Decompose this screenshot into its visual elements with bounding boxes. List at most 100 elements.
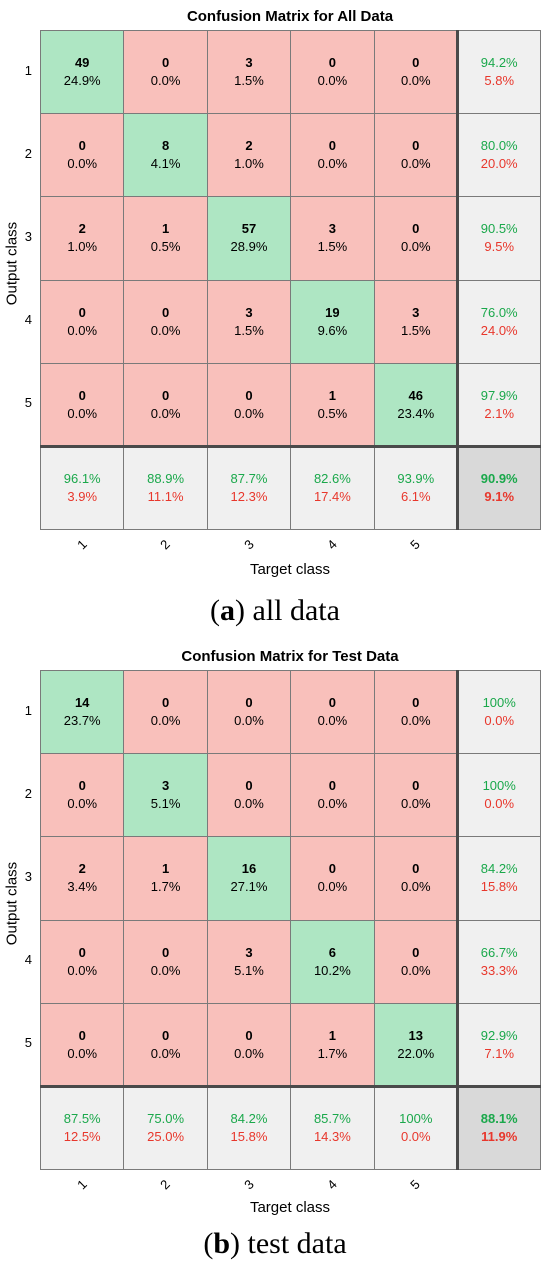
cell-percent: 1.7%	[150, 879, 181, 895]
cell-count: 0	[161, 1027, 170, 1043]
y-tick-label: 1	[24, 702, 32, 718]
x-tick-label: 4	[324, 536, 340, 553]
matrix-cell: 0 0.0%	[206, 362, 292, 447]
matrix-cell: 3 1.5%	[290, 196, 375, 281]
cell-percent: 0.0%	[67, 156, 98, 172]
matrix-cell: 1 0.5%	[290, 362, 375, 447]
row-error: 0.0%	[484, 796, 515, 812]
matrix-cell: 0 0.0%	[206, 670, 292, 755]
cell-percent: 0.0%	[234, 1045, 264, 1061]
row-accuracy: 84.2%	[480, 861, 518, 877]
y-tick-label: 2	[24, 785, 32, 801]
cell-percent: 4.1%	[150, 156, 181, 172]
y-tick-label: 3	[24, 869, 32, 884]
y-tick-label: 5	[24, 1035, 32, 1051]
cell-count: 2	[245, 138, 253, 154]
cell-count: 6	[328, 944, 336, 960]
x-tick-label: 5	[407, 536, 424, 553]
column-summary-cell: 82.6% 17.4%	[290, 446, 375, 531]
row-error: 5.8%	[484, 73, 515, 89]
cell-percent: 1.5%	[234, 322, 264, 338]
matrix-cell: 0 0.0%	[123, 670, 208, 755]
overall-error: 11.9%	[481, 1129, 518, 1145]
cell-count: 1	[161, 221, 170, 237]
x-tick-label: 3	[240, 536, 257, 553]
matrix-cell: 3 5.1%	[123, 753, 208, 838]
y-tick-label: 4	[24, 952, 32, 968]
cell-count: 0	[328, 138, 336, 154]
column-summary-cell: 87.5% 12.5%	[40, 1086, 125, 1171]
matrix-cell: 0 0.0%	[40, 362, 125, 447]
cell-percent: 0.0%	[150, 713, 181, 729]
summary-separator-vertical	[456, 670, 459, 1171]
matrix-cell: 57 28.9%	[206, 196, 292, 281]
confusion-panel-test: Confusion Matrix for Test Data Output cl…	[0, 640, 550, 1282]
cell-count: 0	[412, 695, 420, 711]
cell-count: 0	[328, 55, 336, 71]
cell-percent: 9.6%	[317, 322, 348, 338]
column-summary-cell: 85.7% 14.3%	[290, 1086, 375, 1171]
cell-percent: 0.0%	[317, 879, 348, 895]
column-accuracy: 87.5%	[63, 1111, 101, 1127]
matrix-cell: 0 0.0%	[373, 836, 458, 921]
cell-percent: 5.1%	[234, 962, 264, 978]
cell-count: 0	[328, 861, 336, 877]
column-error: 25.0%	[147, 1129, 185, 1145]
column-error: 6.1%	[400, 489, 431, 505]
row-summary-cell: 76.0% 24.0%	[457, 279, 542, 364]
cell-percent: 1.5%	[317, 239, 348, 255]
row-summary-cell: 90.5% 9.5%	[457, 196, 542, 281]
matrix-cell: 0 0.0%	[290, 30, 375, 115]
cell-count: 0	[161, 695, 170, 711]
cell-count: 0	[412, 221, 420, 237]
cell-percent: 5.1%	[150, 796, 181, 812]
cell-count: 0	[161, 55, 170, 71]
column-summary-cell: 87.7% 12.3%	[206, 446, 292, 531]
matrix-cell: 0 0.0%	[373, 113, 458, 198]
matrix-cell: 49 24.9%	[40, 30, 125, 115]
cell-percent: 0.0%	[67, 962, 98, 978]
y-tick-label: 5	[24, 395, 32, 411]
panel-caption: (a) all data	[210, 594, 340, 627]
cell-count: 14	[74, 695, 90, 711]
row-summary-cell: 84.2% 15.8%	[457, 836, 542, 921]
matrix-cell: 46 23.4%	[373, 362, 458, 447]
row-accuracy: 97.9%	[480, 387, 518, 403]
matrix-cell: 0 0.0%	[206, 753, 292, 838]
matrix-cell: 0 0.0%	[123, 279, 208, 364]
cell-percent: 1.7%	[317, 1045, 348, 1061]
matrix-cell: 0 0.0%	[373, 670, 458, 755]
row-error: 15.8%	[480, 879, 518, 895]
cell-count: 0	[78, 138, 86, 154]
cell-count: 19	[325, 304, 340, 320]
matrix-cell: 3 1.5%	[206, 279, 292, 364]
column-accuracy: 85.7%	[313, 1111, 351, 1127]
cell-count: 0	[78, 304, 86, 320]
cell-count: 0	[78, 778, 86, 794]
column-summary-cell: 84.2% 15.8%	[206, 1086, 292, 1171]
cell-percent: 10.2%	[313, 962, 351, 978]
row-summary-cell: 66.7% 33.3%	[457, 919, 542, 1004]
panel-caption: (b) test data	[203, 1227, 347, 1260]
y-tick-label: 4	[24, 312, 32, 328]
matrix-cell: 0 0.0%	[40, 919, 125, 1004]
confusion-matrix: 49 24.9% 0 0.0% 3 1.5% 0 0.0% 0 0.0% 94.2% 5.8% 1 0 0.…	[0, 0, 550, 560]
cell-percent: 0.0%	[67, 405, 98, 421]
column-summary-cell: 93.9% 6.1%	[373, 446, 458, 531]
matrix-cell: 2 1.0%	[206, 113, 292, 198]
cell-percent: 1.5%	[234, 73, 264, 89]
cell-percent: 24.9%	[63, 73, 101, 89]
cell-count: 49	[74, 55, 90, 71]
matrix-cell: 8 4.1%	[123, 113, 208, 198]
column-error: 11.1%	[147, 489, 184, 505]
row-error: 33.3%	[480, 962, 518, 978]
y-tick-label: 2	[24, 145, 32, 161]
column-error: 17.4%	[313, 489, 351, 505]
cell-count: 0	[161, 304, 170, 320]
x-tick-label: 1	[73, 1176, 90, 1193]
cell-count: 3	[245, 944, 253, 960]
overall-accuracy: 90.9%	[480, 471, 518, 487]
cell-percent: 0.0%	[317, 156, 348, 172]
cell-count: 57	[241, 221, 257, 237]
cell-percent: 0.5%	[317, 405, 348, 421]
